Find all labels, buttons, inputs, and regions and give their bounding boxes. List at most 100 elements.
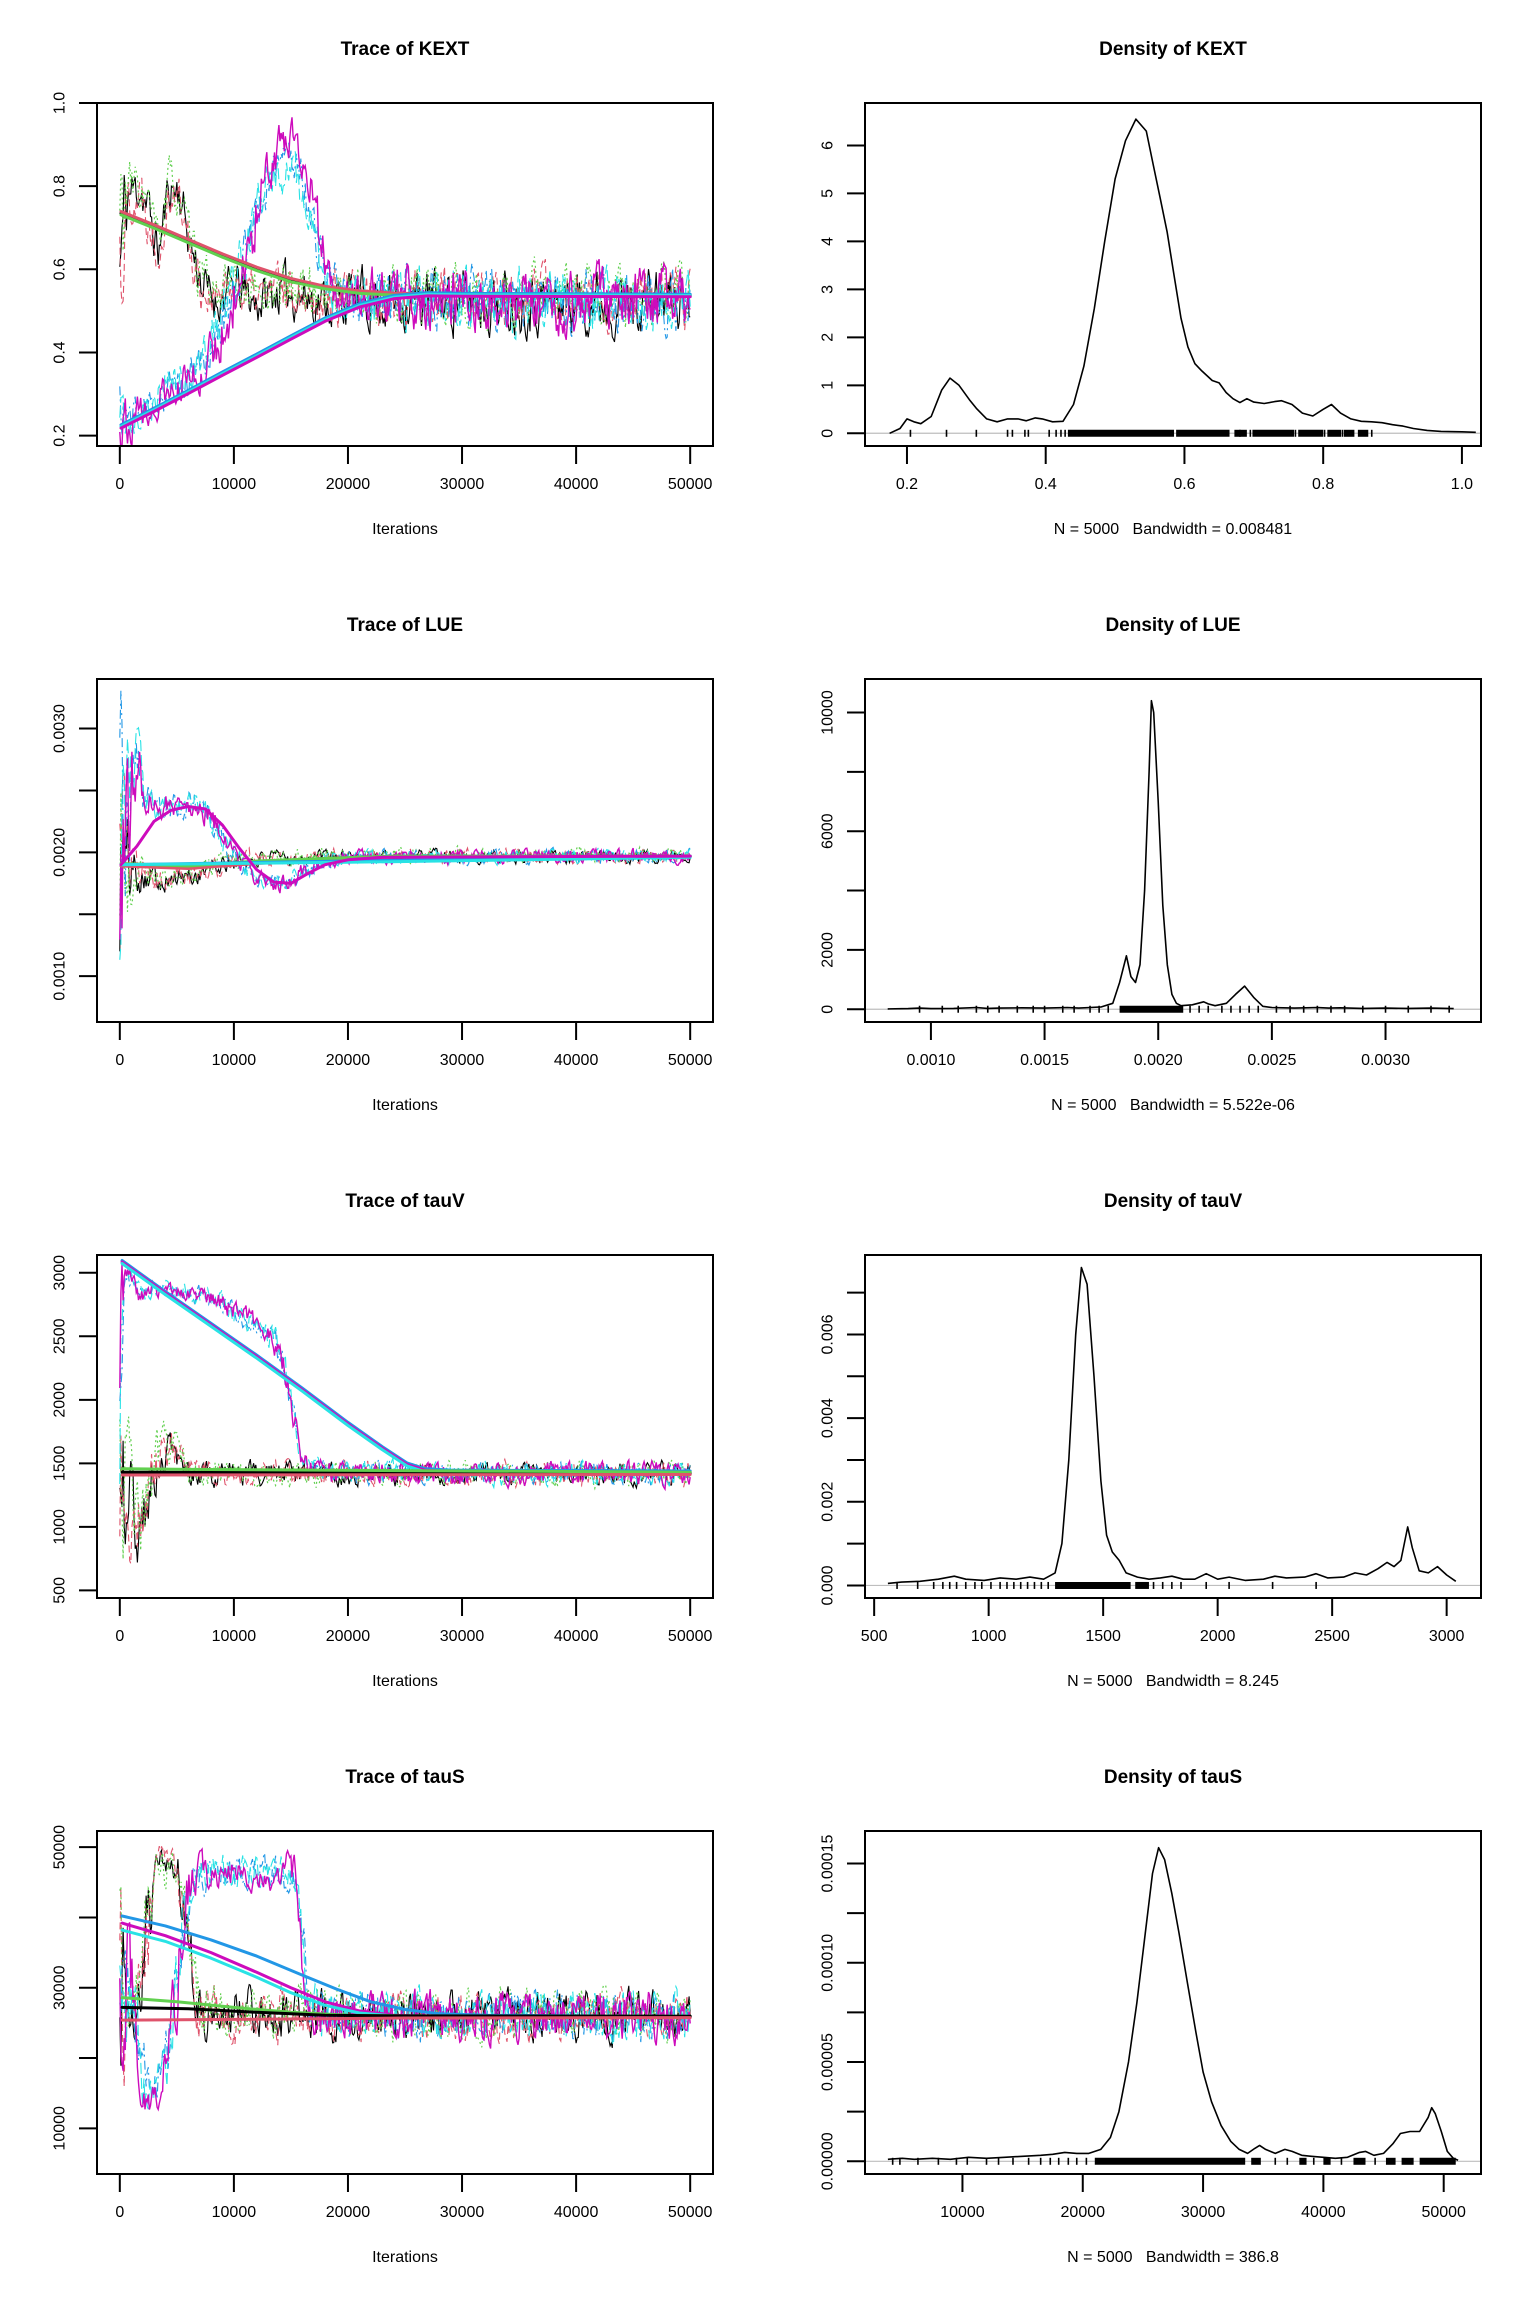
density-lue-title: Density of LUE [1105, 615, 1241, 636]
svg-text:0.8: 0.8 [52, 175, 69, 197]
svg-text:500: 500 [52, 1577, 69, 1604]
svg-text:40000: 40000 [1301, 2204, 1346, 2221]
svg-text:2500: 2500 [1314, 1628, 1350, 1645]
svg-text:10000: 10000 [820, 690, 837, 735]
trace-kext-canvas: 0 10000 20000 30000 40000 50000 0.2 0.4 0.6 0.8 1.… [52, 92, 714, 493]
svg-text:0: 0 [820, 1005, 837, 1014]
trace-taus-xlabel: Iterations [372, 2249, 438, 2266]
svg-text:0.8: 0.8 [1312, 476, 1334, 493]
svg-text:0: 0 [115, 476, 124, 493]
svg-text:0.2: 0.2 [52, 424, 69, 446]
svg-text:0.6: 0.6 [1173, 476, 1195, 493]
svg-text:50000: 50000 [668, 476, 713, 493]
svg-text:0: 0 [115, 1052, 124, 1069]
density-taus-canvas: 10000 20000 30000 40000 50000 0.00000 0.00005 0… [820, 1830, 1482, 2221]
svg-text:0.6: 0.6 [52, 258, 69, 280]
svg-text:2500: 2500 [52, 1318, 69, 1354]
svg-text:4: 4 [820, 237, 837, 246]
svg-text:50000: 50000 [668, 1628, 713, 1645]
svg-text:30000: 30000 [440, 2204, 485, 2221]
svg-text:0.00015: 0.00015 [820, 1835, 837, 1893]
trace-tauv-title: Trace of tauV [345, 1191, 465, 1212]
svg-text:6000: 6000 [820, 813, 837, 849]
density-kext-canvas: 0.2 0.4 0.6 0.8 1.0 0 1 2 3 4 5 6 [820, 102, 1482, 493]
cell-density-lue: Density of LUE 0.0010 0.0015 0.0020 0.0025 0… [768, 576, 1536, 1152]
cell-trace-tauv: Trace of tauV 0 10000 20000 30000 40000 50000… [0, 1152, 768, 1728]
svg-text:10000: 10000 [212, 1628, 257, 1645]
svg-text:20000: 20000 [326, 1628, 371, 1645]
density-tauv-canvas: 500 1000 1500 2000 2500 3000 0.000 0.002 0.004 0.… [820, 1254, 1482, 1645]
svg-text:0: 0 [820, 429, 837, 438]
cell-density-tauv: Density of tauV 500 1000 1500 2000 2500 3000 0… [768, 1152, 1536, 1728]
density-kext-subtitle: N = 5000 Bandwidth = 0.008481 [1053, 521, 1293, 538]
density-lue-canvas: 0.0010 0.0015 0.0020 0.0025 0.0030 0 2000 6000 1… [820, 678, 1482, 1069]
svg-text:0.006: 0.006 [820, 1314, 837, 1354]
svg-text:10000: 10000 [212, 476, 257, 493]
svg-text:0.0030: 0.0030 [1361, 1052, 1410, 1069]
svg-text:0.00010: 0.00010 [820, 1934, 837, 1992]
trace-tauv-canvas: 0 10000 20000 30000 40000 50000 500 1000 1500 200… [52, 1254, 714, 1645]
svg-text:2000: 2000 [52, 1382, 69, 1418]
svg-text:0: 0 [115, 1628, 124, 1645]
trace-tauv-xlabel: Iterations [372, 1673, 438, 1690]
density-tauv-title: Density of tauV [1103, 1191, 1243, 1212]
svg-text:3000: 3000 [52, 1255, 69, 1291]
svg-text:50000: 50000 [1421, 2204, 1466, 2221]
svg-text:0.00005: 0.00005 [820, 2033, 837, 2091]
svg-text:0.0025: 0.0025 [1247, 1052, 1296, 1069]
svg-text:0.004: 0.004 [820, 1398, 837, 1438]
svg-text:0.2: 0.2 [896, 476, 918, 493]
svg-text:1000: 1000 [52, 1509, 69, 1545]
svg-text:5: 5 [820, 189, 837, 198]
svg-text:3: 3 [820, 285, 837, 294]
svg-text:40000: 40000 [554, 1628, 599, 1645]
cell-density-kext: Density of KEXT 0.2 0.4 0.6 0.8 1.0 0 1 2 3 4 5 6 N… [768, 0, 1536, 576]
trace-lue-title: Trace of LUE [346, 615, 464, 636]
svg-text:6: 6 [820, 141, 837, 150]
svg-text:0.00000: 0.00000 [820, 2132, 837, 2190]
svg-text:0.000: 0.000 [820, 1565, 837, 1605]
svg-text:2000: 2000 [1200, 1628, 1236, 1645]
svg-text:0.0010: 0.0010 [52, 952, 69, 1001]
svg-text:0.0020: 0.0020 [52, 828, 69, 877]
svg-text:50000: 50000 [52, 1825, 69, 1870]
svg-text:30000: 30000 [440, 476, 485, 493]
svg-text:1500: 1500 [1085, 1628, 1121, 1645]
svg-text:50000: 50000 [668, 1052, 713, 1069]
svg-text:20000: 20000 [326, 1052, 371, 1069]
cell-trace-kext: Trace of KEXT 0 10000 20000 30000 40000 50000… [0, 0, 768, 576]
svg-text:0.4: 0.4 [52, 341, 69, 363]
svg-text:1500: 1500 [52, 1445, 69, 1481]
svg-text:0.0010: 0.0010 [906, 1052, 955, 1069]
cell-trace-taus: Trace of tauS 0 10000 20000 30000 40000 50000… [0, 1728, 768, 2304]
svg-text:0.0020: 0.0020 [1134, 1052, 1183, 1069]
svg-text:0.002: 0.002 [820, 1482, 837, 1522]
svg-text:30000: 30000 [52, 1965, 69, 2010]
svg-text:30000: 30000 [440, 1628, 485, 1645]
svg-text:3000: 3000 [1429, 1628, 1465, 1645]
svg-text:30000: 30000 [1181, 2204, 1226, 2221]
svg-text:0.0030: 0.0030 [52, 704, 69, 753]
svg-text:10000: 10000 [212, 2204, 257, 2221]
svg-text:50000: 50000 [668, 2204, 713, 2221]
svg-text:40000: 40000 [554, 2204, 599, 2221]
svg-text:20000: 20000 [326, 2204, 371, 2221]
svg-text:20000: 20000 [326, 476, 371, 493]
density-lue-subtitle: N = 5000 Bandwidth = 5.522e-06 [1051, 1097, 1295, 1114]
trace-kext-xlabel: Iterations [372, 521, 438, 538]
svg-text:0.0015: 0.0015 [1020, 1052, 1069, 1069]
trace-taus-canvas: 0 10000 20000 30000 40000 50000 10000 30000 5000… [52, 1825, 714, 2221]
density-tauv-subtitle: N = 5000 Bandwidth = 8.245 [1067, 1673, 1279, 1690]
trace-lue-canvas: 0 10000 20000 30000 40000 50000 0.0010 0.0020 0.… [52, 678, 714, 1069]
cell-density-taus: Density of tauS 10000 20000 30000 40000 5000… [768, 1728, 1536, 2304]
svg-text:2000: 2000 [820, 932, 837, 968]
svg-text:1: 1 [820, 381, 837, 390]
svg-text:30000: 30000 [440, 1052, 485, 1069]
density-kext-title: Density of KEXT [1099, 39, 1247, 60]
svg-text:20000: 20000 [1061, 2204, 1106, 2221]
svg-text:2: 2 [820, 333, 837, 342]
svg-text:1.0: 1.0 [52, 92, 69, 114]
trace-lue-xlabel: Iterations [372, 1097, 438, 1114]
